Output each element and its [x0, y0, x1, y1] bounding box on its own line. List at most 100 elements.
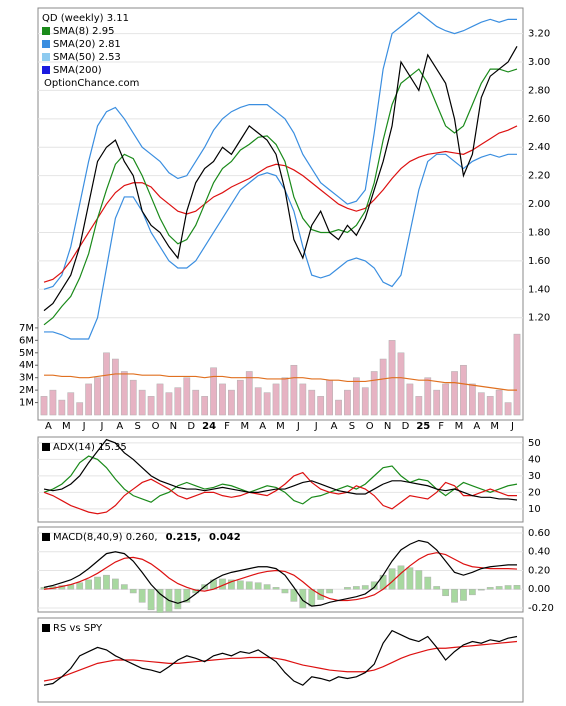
title-swatch: [42, 443, 50, 451]
y2-tick-label: 2M: [19, 385, 34, 396]
bar: [469, 588, 476, 596]
bar: [442, 383, 449, 416]
y-tick-label: 2.80: [528, 85, 550, 96]
series-line: [43, 629, 518, 686]
bar: [442, 588, 449, 597]
legend-swatch: [42, 66, 50, 74]
y-tick-label: 1.40: [528, 284, 550, 295]
bar: [344, 389, 351, 416]
bar: [272, 383, 280, 416]
bar: [415, 570, 423, 590]
bar: [469, 383, 476, 416]
series-line: [43, 640, 518, 682]
y-tick-label: -0.20: [528, 603, 554, 614]
bar: [317, 396, 325, 416]
y2-tick-label: 6M: [19, 335, 34, 346]
bar: [433, 389, 441, 416]
y-tick-label: 1.20: [528, 313, 550, 324]
x-tick-label: 25: [416, 421, 430, 432]
bar: [76, 402, 84, 416]
bar: [326, 588, 333, 594]
y-tick-label: 0.60: [528, 528, 550, 539]
bar: [183, 588, 191, 603]
series-line: [43, 11, 517, 290]
x-tick-label: A: [116, 421, 123, 432]
y2-tick-label: 4M: [19, 360, 34, 371]
bar: [415, 396, 423, 416]
bar: [486, 396, 494, 416]
x-tick-label: O: [152, 421, 160, 432]
bar: [85, 579, 92, 590]
bar: [94, 377, 101, 416]
bar: [174, 588, 182, 610]
bar: [129, 379, 137, 416]
x-tick-label: J: [296, 421, 300, 432]
x-tick-label: J: [82, 421, 86, 432]
panel-frame: [37, 526, 524, 613]
bar: [495, 389, 503, 416]
bar: [299, 383, 307, 416]
bar: [433, 586, 441, 590]
x-tick-label: A: [331, 421, 338, 432]
legend-swatch: [42, 53, 50, 61]
legend-label: SMA(200): [53, 65, 102, 76]
series-line: [43, 539, 517, 607]
bar: [460, 588, 467, 601]
y-tick-label: 3.00: [528, 57, 550, 68]
bar: [147, 396, 155, 416]
bar: [112, 578, 119, 590]
bar: [210, 367, 217, 416]
bar: [236, 379, 244, 416]
y-tick-label: 10: [528, 504, 541, 515]
series-line: [44, 153, 517, 340]
bar: [228, 579, 235, 590]
panel-title: RS vs SPY: [53, 623, 103, 634]
bar: [344, 587, 351, 590]
bar: [236, 580, 244, 590]
bar: [120, 371, 128, 416]
x-tick-label: O: [366, 421, 374, 432]
bar: [451, 588, 458, 603]
x-tick-label: J: [100, 421, 104, 432]
bar: [424, 377, 432, 416]
bar: [361, 387, 369, 416]
bar: [85, 383, 92, 416]
x-tick-label: M: [276, 421, 285, 432]
bar: [308, 389, 316, 416]
y2-tick-label: 7M: [19, 323, 34, 334]
series-line: [43, 552, 518, 602]
y-tick-label: 1.80: [528, 227, 550, 238]
bar: [397, 565, 405, 590]
y2-tick-label: 3M: [19, 373, 34, 384]
bar: [40, 396, 48, 416]
bar: [397, 352, 405, 416]
bar: [138, 389, 146, 416]
x-tick-label: N: [384, 421, 391, 432]
legend-label: SMA(8) 2.95: [53, 26, 114, 37]
bar: [76, 582, 84, 590]
bar: [451, 371, 458, 416]
series-line: [44, 373, 517, 391]
panel-frame: [37, 7, 524, 421]
x-tick-label: D: [187, 421, 195, 432]
legend-label: SMA(50) 2.53: [53, 52, 121, 63]
bar: [352, 377, 360, 416]
x-tick-label: F: [224, 421, 230, 432]
title-part: 0.042: [209, 532, 241, 543]
bar: [361, 585, 369, 590]
bar: [174, 387, 182, 416]
series-line: [43, 125, 518, 283]
x-tick-label: 24: [202, 421, 216, 432]
x-tick-label: A: [473, 421, 480, 432]
bar: [370, 371, 378, 416]
bar: [326, 379, 333, 416]
bar: [495, 586, 503, 590]
x-tick-label: A: [259, 421, 266, 432]
bar: [263, 392, 271, 416]
bar: [112, 358, 119, 416]
title-part: MACD(8,40,9) 0.260,: [53, 532, 158, 543]
x-tick-label: F: [438, 421, 444, 432]
series-line: [43, 68, 518, 326]
source-label: OptionChance.com: [44, 78, 139, 89]
y-tick-label: 0.40: [528, 547, 550, 558]
